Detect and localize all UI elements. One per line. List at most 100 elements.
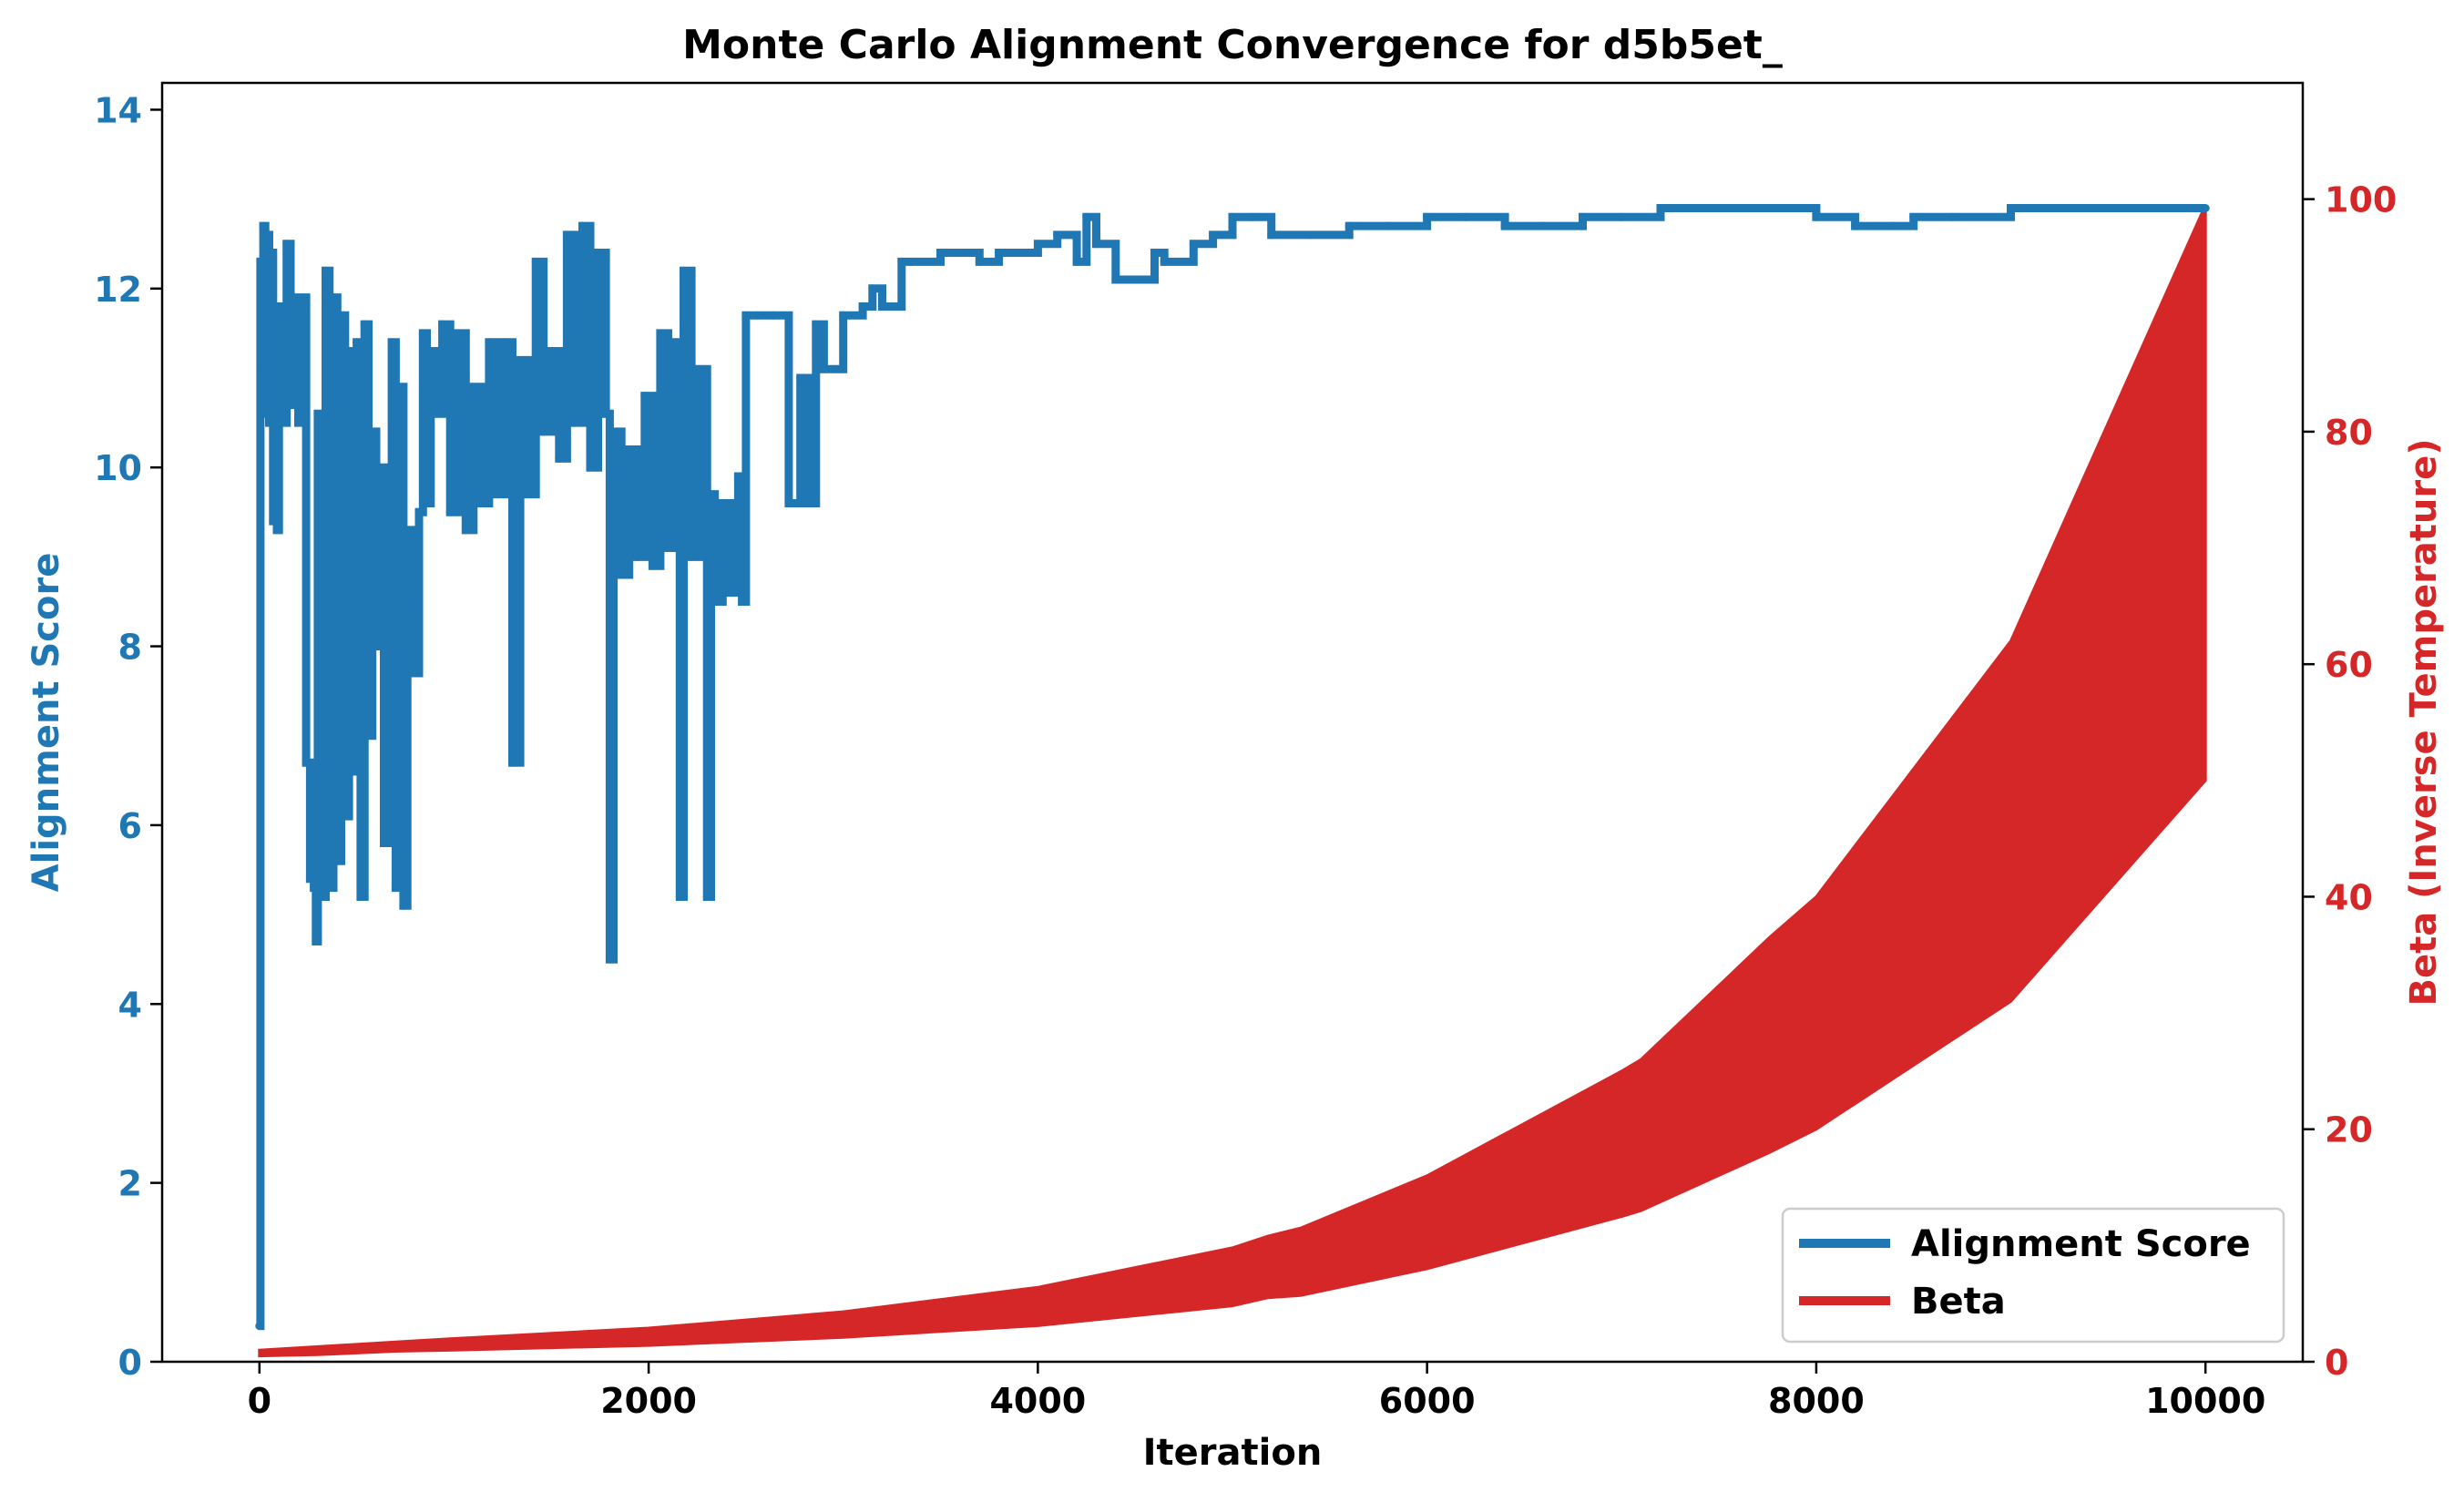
x-tick-label: 6000 (1379, 1381, 1476, 1421)
alignment-score-point (356, 893, 365, 901)
alignment-score-point (695, 364, 704, 373)
alignment-score-point (1306, 230, 1314, 240)
alignment-score-point (341, 812, 350, 821)
alignment-score-point (414, 507, 424, 516)
alignment-score-point (995, 249, 1004, 257)
x-tick-label: 10000 (2145, 1381, 2265, 1421)
alignment-score-point (733, 472, 742, 481)
x-axis-label: Iteration (1143, 1432, 1323, 1474)
alignment-score-point (261, 364, 270, 373)
alignment-score-point (267, 249, 276, 257)
alignment-score-point (562, 230, 571, 240)
alignment-score-point (493, 490, 501, 499)
left-tick-label: 0 (118, 1343, 142, 1383)
alignment-score-point (1092, 240, 1100, 249)
alignment-score-point (1053, 230, 1062, 240)
alignment-score-point (313, 409, 322, 418)
alignment-score-point (1344, 221, 1354, 230)
alignment-score-point (539, 427, 548, 436)
alignment-score-point (753, 311, 762, 320)
alignment-score-point (395, 383, 404, 392)
alignment-score-point (1734, 204, 1743, 212)
right-tick-label: 100 (2325, 180, 2397, 220)
alignment-score-point (1111, 275, 1120, 284)
alignment-score-point (605, 955, 614, 964)
left-tick-label: 4 (118, 985, 142, 1025)
alignment-score-point (1072, 257, 1081, 266)
alignment-score-point (310, 884, 319, 893)
alignment-score-point (500, 338, 509, 347)
alignment-score-point (1889, 221, 1898, 230)
alignment-score-point (1150, 249, 1159, 257)
alignment-score-point (322, 266, 330, 275)
alignment-score-point (2007, 204, 2015, 212)
alignment-score-point (707, 490, 715, 499)
x-tick-label: 2000 (600, 1381, 697, 1421)
alignment-score-point (399, 901, 408, 910)
alignment-score-point (1461, 212, 1470, 221)
alignment-score-point (360, 320, 369, 329)
alignment-score-point (547, 347, 556, 355)
alignment-score-point (430, 409, 439, 418)
alignment-score-point (671, 338, 680, 347)
left-tick-label: 12 (94, 270, 142, 310)
alignment-score-point (2201, 204, 2210, 212)
alignment-score-point (1909, 212, 1918, 221)
alignment-score-point (387, 338, 396, 347)
alignment-score-point (1082, 212, 1091, 221)
alignment-score-point (578, 221, 587, 230)
legend-label-alignment-score: Alignment Score (1911, 1223, 2251, 1265)
chart-title: Monte Carlo Alignment Convergence for d5… (682, 22, 1783, 68)
alignment-score-point (348, 767, 357, 776)
alignment-score-point (570, 418, 579, 427)
alignment-score-point (259, 221, 268, 230)
alignment-score-point (1228, 212, 1237, 221)
alignment-score-point (485, 338, 494, 347)
left-axis-ticks: 0 2 4 6 8 10 12 14 (94, 90, 162, 1383)
alignment-score-point (803, 499, 813, 507)
right-tick-label: 40 (2325, 877, 2373, 917)
alignment-score-point (897, 257, 906, 266)
legend-box (1781, 1207, 2285, 1344)
alignment-score-point (337, 311, 345, 320)
alignment-score-point (368, 427, 377, 436)
alignment-score-point (769, 311, 778, 320)
alignment-score-point (302, 758, 311, 767)
alignment-score-point (812, 320, 821, 329)
alignment-score-point (878, 302, 886, 311)
alignment-score-point (675, 893, 684, 901)
alignment-score-point (609, 427, 619, 436)
alignment-score-point (516, 355, 525, 364)
right-tick-label: 0 (2325, 1343, 2348, 1383)
beta-band (258, 204, 2207, 1358)
alignment-score-point (262, 230, 271, 240)
alignment-score-point (625, 445, 634, 454)
alignment-score-point (265, 418, 273, 427)
x-tick-label: 8000 (1768, 1381, 1865, 1421)
alignment-score-point (290, 293, 299, 302)
alignment-score-point (372, 642, 381, 650)
alignment-score-point (255, 1322, 264, 1331)
alignment-score-point (687, 552, 696, 561)
alignment-score-point (1656, 204, 1665, 212)
alignment-score-point (476, 499, 486, 507)
alignment-score-point (1617, 212, 1626, 221)
alignment-score-point (975, 257, 984, 266)
alignment-score-point (640, 392, 649, 401)
alignment-score-point (1539, 221, 1549, 230)
left-tick-label: 10 (94, 448, 142, 488)
x-tick-label: 4000 (989, 1381, 1086, 1421)
right-tick-label: 20 (2325, 1110, 2373, 1150)
alignment-score-point (282, 240, 291, 249)
alignment-score-point (438, 320, 447, 329)
alignment-score-point (1160, 257, 1169, 266)
alignment-score-point (279, 418, 287, 427)
alignment-score-point (461, 526, 470, 535)
alignment-score-point (353, 338, 362, 347)
alignment-score-point (375, 463, 384, 472)
alignment-score-point (617, 570, 626, 579)
alignment-score-point (784, 499, 793, 507)
left-tick-label: 2 (118, 1164, 142, 1204)
beta-series (258, 204, 2207, 1358)
